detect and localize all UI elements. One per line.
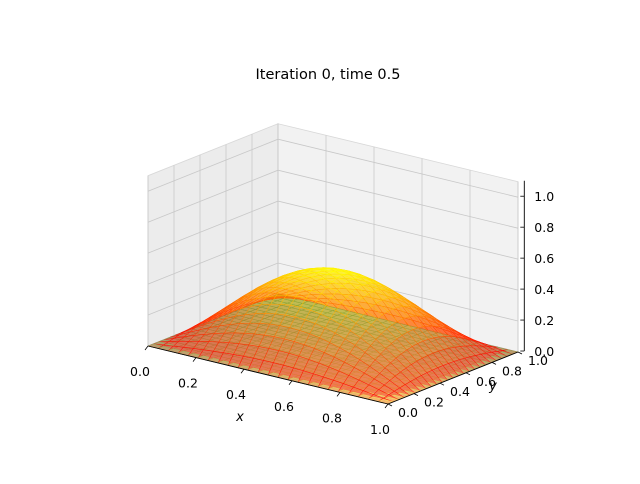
z-tick-label: 0.8 [534,220,554,235]
z-tick-label: 0.0 [534,344,554,359]
z-tick-label: 0.2 [534,313,554,328]
surface-meshes [147,267,519,405]
x-tick-label: 0.4 [226,387,246,402]
grid-line [147,138,519,198]
y-tick-label: 0.8 [502,363,522,378]
x-tick-label: 0.0 [130,364,150,379]
y-axis-line [387,351,519,405]
y-tick-label: 1.0 [528,353,548,368]
grid-line [147,200,519,260]
grid-line [147,169,519,229]
x-tick-label: 0.6 [274,399,294,414]
z-tick-label: 0.4 [534,282,554,297]
y-tick-mark [439,382,445,386]
y-tick-mark [491,362,497,365]
x-tick-label: 0.8 [322,410,342,425]
x-tick-label: 1.0 [370,422,390,437]
y-tick-label: 0.2 [424,395,444,410]
chart-title: Iteration 0, time 0.5 [256,67,401,83]
x-axis-line [147,345,389,405]
x-tick-mark [240,368,245,374]
grid-line [147,262,519,322]
x-tick-mark [144,345,149,351]
tick-labels: 0.00.20.40.60.81.00.00.20.40.60.81.00.00… [130,189,554,437]
y-tick-mark [387,403,393,407]
x-tick-mark [384,403,389,409]
x-tick-mark [288,380,293,386]
x-tick-label: 0.2 [178,376,198,391]
y-tick-mark [517,351,523,355]
y-tick-label: 0.6 [476,374,496,389]
y-tick-label: 0.0 [398,405,418,420]
y-tick-mark [465,372,471,376]
z-tick-label: 1.0 [534,189,554,204]
x-tick-mark [336,392,341,397]
x-axis-label: x [235,410,244,425]
y-tick-mark [413,393,419,396]
x-tick-mark [192,357,197,362]
grid-line [147,231,519,291]
y-axis-label: y [488,379,497,394]
y-tick-label: 0.4 [450,384,470,399]
z-tick-label: 0.6 [534,251,554,266]
axis-lines [147,180,525,405]
